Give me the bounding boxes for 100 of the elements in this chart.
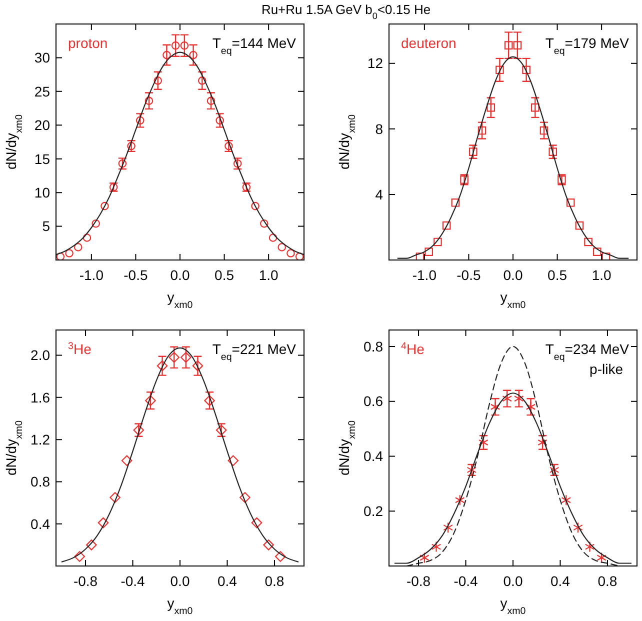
point xyxy=(575,221,584,230)
point xyxy=(442,221,451,230)
y-tick-label: 0.6 xyxy=(364,393,384,410)
x-tick-label: -1.0 xyxy=(79,267,104,283)
point xyxy=(584,238,592,246)
annotation: deuteron xyxy=(401,35,456,51)
y-tick-label: 15 xyxy=(34,150,50,167)
point xyxy=(454,494,465,506)
x-tick-label: 0.4 xyxy=(218,573,238,589)
x-tick-label: -0.8 xyxy=(406,573,431,589)
point xyxy=(228,455,239,466)
point xyxy=(251,517,262,528)
point xyxy=(162,50,171,60)
y-tick-label: 2.0 xyxy=(30,347,50,364)
x-tick-label: 1.0 xyxy=(258,267,279,283)
point xyxy=(198,76,206,85)
point xyxy=(274,551,286,562)
point xyxy=(526,401,536,412)
y-tick-label: 8 xyxy=(375,120,384,137)
point xyxy=(596,552,606,564)
point xyxy=(443,522,453,534)
point xyxy=(251,202,260,210)
text: Ru+Ru 1.5A GeV b$_{0}$<0.15 He xyxy=(261,2,431,21)
point xyxy=(240,492,250,503)
annotation: $^{3}$He xyxy=(68,340,92,357)
x-tick-label: -0.4 xyxy=(120,573,146,589)
point xyxy=(420,552,430,564)
y-tick-label: 5 xyxy=(42,218,50,234)
x-tick-label: -1.0 xyxy=(412,267,437,283)
point xyxy=(451,198,460,207)
annotation: T$_{eq}$=179 MeV xyxy=(545,35,630,56)
point xyxy=(216,116,224,125)
point xyxy=(156,360,168,372)
point xyxy=(431,541,442,552)
point xyxy=(504,41,513,50)
x-tick-label: -0.5 xyxy=(124,267,148,283)
x-tick-label: 0.0 xyxy=(170,573,190,589)
point xyxy=(514,393,524,404)
y-tick-label: 10 xyxy=(34,184,50,200)
x-axis-title: y$_{xm0}$ xyxy=(167,595,194,616)
y-tick-label: 12 xyxy=(367,55,384,72)
point xyxy=(145,395,156,406)
point xyxy=(502,393,512,404)
point xyxy=(100,202,109,210)
point xyxy=(171,41,180,50)
y-tick-label: 0.4 xyxy=(364,448,384,464)
point xyxy=(513,41,522,50)
point xyxy=(490,401,500,412)
point xyxy=(204,395,215,406)
y-tick-label: 1.2 xyxy=(30,431,50,448)
point xyxy=(434,238,442,246)
point xyxy=(260,219,268,228)
point xyxy=(180,41,189,50)
point xyxy=(168,352,180,363)
y-tick-label: 0.2 xyxy=(364,503,384,520)
point xyxy=(136,116,144,125)
annotation: T$_{eq}$=221 MeV xyxy=(212,341,297,362)
x-tick-label: -0.8 xyxy=(73,573,98,589)
point xyxy=(180,352,192,363)
x-tick-label: 0.4 xyxy=(550,573,570,589)
point xyxy=(566,198,575,207)
point xyxy=(74,551,86,562)
annotation: proton xyxy=(68,35,108,51)
point xyxy=(82,234,92,242)
line-series xyxy=(397,56,629,259)
x-tick-label: 0.0 xyxy=(503,573,523,589)
point xyxy=(92,219,100,228)
point xyxy=(98,517,109,528)
point xyxy=(286,249,295,258)
x-tick-label: -0.5 xyxy=(456,267,481,283)
y-tick-label: 25 xyxy=(34,83,50,100)
x-tick-label: 1.0 xyxy=(592,267,612,283)
x-tick-label: 0.0 xyxy=(170,267,190,283)
x-tick-label: 0.5 xyxy=(214,267,234,283)
point xyxy=(65,249,74,258)
point xyxy=(486,103,496,112)
point xyxy=(584,541,595,552)
y-tick-label: 30 xyxy=(34,50,50,66)
x-axis-title: y$_{xm0}$ xyxy=(167,289,194,310)
point xyxy=(144,96,154,106)
point xyxy=(110,492,120,503)
x-tick-label: 0.8 xyxy=(264,573,284,589)
point xyxy=(424,248,434,256)
point xyxy=(263,540,274,550)
point xyxy=(278,243,286,252)
point xyxy=(206,96,216,106)
x-axis-title: y$_{xm0}$ xyxy=(500,595,526,616)
point xyxy=(573,522,583,534)
point xyxy=(74,243,82,252)
point xyxy=(540,126,548,135)
point xyxy=(496,66,504,74)
y-tick-label: 0.8 xyxy=(30,474,50,490)
point xyxy=(154,76,162,85)
point xyxy=(121,455,132,466)
point xyxy=(478,126,486,135)
x-tick-label: 0.0 xyxy=(503,267,523,283)
annotation: p-like xyxy=(590,361,624,377)
point xyxy=(192,360,204,372)
point xyxy=(592,248,602,256)
point xyxy=(530,103,540,112)
